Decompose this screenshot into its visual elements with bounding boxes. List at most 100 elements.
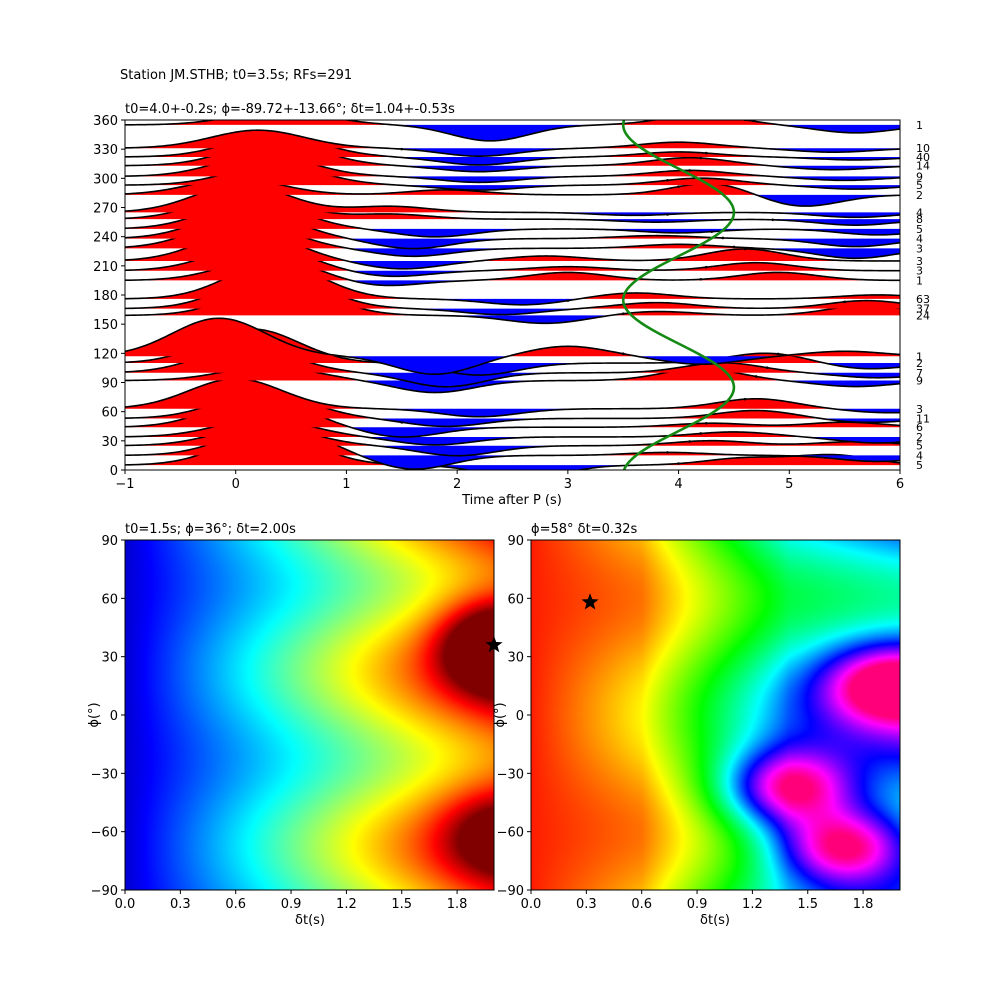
rf-pick-dot <box>566 299 570 302</box>
rf-pick-dot <box>699 278 703 281</box>
rf-trace-positive-fill <box>125 418 900 437</box>
heatmap-left-title: t0=1.5s; ϕ=36°; δt=2.00s <box>125 522 296 537</box>
rf-pick-dot <box>704 265 708 269</box>
heatmap-ytick-label: −90 <box>497 884 524 899</box>
rf-green-curve <box>621 120 736 470</box>
rf-count-label: 2 <box>916 189 923 202</box>
rf-trace-negative-fill <box>125 238 900 249</box>
heatmap-ytick-label: 60 <box>101 592 118 607</box>
rf-count-label: 2 <box>916 357 923 370</box>
rf-trace-negative-fill <box>125 363 900 376</box>
rf-ytick-label: 180 <box>93 289 118 304</box>
rf-count-label: 8 <box>916 213 923 226</box>
heatmap-ytick-label: 60 <box>507 592 524 607</box>
rf-pick-dot <box>400 421 404 424</box>
rf-trace-negative-fill <box>125 465 900 470</box>
rf-trace-line <box>125 377 900 418</box>
rf-count-label: 63 <box>916 293 930 306</box>
heatmap-xtick-label: 0.0 <box>521 897 542 912</box>
rf-pick-dot <box>765 366 769 369</box>
rf-trace-line <box>125 317 900 376</box>
heatmap-xtick-label: 1.2 <box>742 897 763 912</box>
rf-pick-dot <box>666 451 669 454</box>
rf-count-label: 4 <box>916 206 923 219</box>
rf-trace-negative-fill <box>125 445 900 456</box>
heatmap-left-panel: t0=1.5s; ϕ=36°; δt=2.00s 0.0 0.3 0.6 0.9 1.2… <box>87 522 495 928</box>
rf-count-label: 4 <box>916 233 923 246</box>
rf-trace-negative-fill <box>125 124 900 141</box>
heatmap-xtick-label: 1.8 <box>853 897 874 912</box>
rf-pick-dot <box>688 169 691 172</box>
best-fit-markers <box>485 593 599 653</box>
rf-xtick-label: 0 <box>232 477 240 492</box>
rf-count-label: 6 <box>916 421 923 434</box>
rf-trace-positive-fill <box>125 165 900 186</box>
rf-trace-positive-fill <box>125 120 900 125</box>
rf-count-label: 9 <box>916 170 923 183</box>
heatmap-right-ylabel: ϕ(°) <box>493 702 508 727</box>
rf-pick-dot <box>776 352 780 356</box>
rf-ytick-label: 270 <box>93 202 118 217</box>
rf-trace-negative-fill <box>125 212 900 218</box>
heatmap-ytick-label: 90 <box>101 534 118 549</box>
heatmap-xtick-label: 0.3 <box>170 897 191 912</box>
rf-pick-dot <box>721 236 725 240</box>
rf-trace-positive-fill <box>125 141 900 166</box>
rf-pick-dot <box>677 462 680 465</box>
rf-pick-dot <box>677 185 680 188</box>
rf-count-label: 4 <box>916 449 923 462</box>
rf-trace-negative-fill <box>125 165 900 172</box>
rf-pick-dot <box>621 352 625 356</box>
heatmap-xtick-label: 0.9 <box>687 897 708 912</box>
rf-pick-dot <box>666 178 669 182</box>
rf-trace-positive-fill <box>125 433 900 466</box>
rf-count-label: 7 <box>916 367 923 380</box>
rf-trace-group <box>125 377 900 418</box>
rf-ytick-label: 0 <box>110 464 118 479</box>
rf-trace-negative-fill <box>125 408 900 417</box>
rf-trace-negative-fill <box>125 436 900 445</box>
rf-count-label: 3 <box>916 265 923 278</box>
rf-trace-group <box>125 120 900 142</box>
rf-xtick-label: 2 <box>453 477 461 492</box>
rf-pick-dot <box>688 440 691 443</box>
rf-xtick-label: 5 <box>785 477 793 492</box>
heatmap-ytick-label: 30 <box>507 651 524 666</box>
rf-count-label: 10 <box>916 142 930 155</box>
heatmap-ytick-label: 30 <box>101 651 118 666</box>
rf-count-label: 1 <box>916 350 923 363</box>
rf-trace-negative-fill <box>125 156 900 165</box>
rf-count-label: 9 <box>916 375 923 388</box>
rf-count-label: 5 <box>916 179 923 192</box>
heatmap-right-title: ϕ=58° δt=0.32s <box>531 522 638 537</box>
rf-trace-group <box>125 317 900 376</box>
rf-traces <box>125 120 900 470</box>
rf-trace-positive-fill <box>125 425 900 456</box>
heatmap-ytick-label: 0 <box>110 709 118 724</box>
rf-pick-dot <box>704 151 708 155</box>
rf-pick-dot <box>732 245 736 249</box>
rf-pick-dot <box>743 397 747 401</box>
rf-pick-dot <box>699 156 703 160</box>
rf-trace-negative-fill <box>125 248 900 259</box>
heatmap-right-canvas <box>531 540 900 890</box>
best-fit-star-right <box>581 593 599 610</box>
rf-pick-dot <box>743 247 747 251</box>
rf-pick-dot <box>699 432 703 435</box>
rf-pick-dot <box>843 300 846 304</box>
rf-xtick-label: 1 <box>342 477 350 492</box>
rf-count-label: 24 <box>916 309 930 322</box>
rf-pick-dot <box>710 230 714 233</box>
rf-trace-negative-fill <box>125 380 900 393</box>
rf-trace-negative-fill <box>125 356 900 375</box>
rf-trace-negative-fill <box>125 176 900 183</box>
heatmap-ytick-label: 0 <box>516 709 524 724</box>
rf-trace-negative-fill <box>125 298 900 305</box>
heatmap-xtick-label: 1.5 <box>797 897 818 912</box>
rf-ytick-label: 240 <box>93 231 118 246</box>
rf-trace-positive-fill <box>125 244 900 271</box>
figure-suptitle: Station JM.STHB; t0=3.5s; RFs=291 <box>120 68 352 83</box>
rf-ytick-label: 360 <box>93 114 118 129</box>
heatmap-xtick-label: 0.6 <box>631 897 652 912</box>
